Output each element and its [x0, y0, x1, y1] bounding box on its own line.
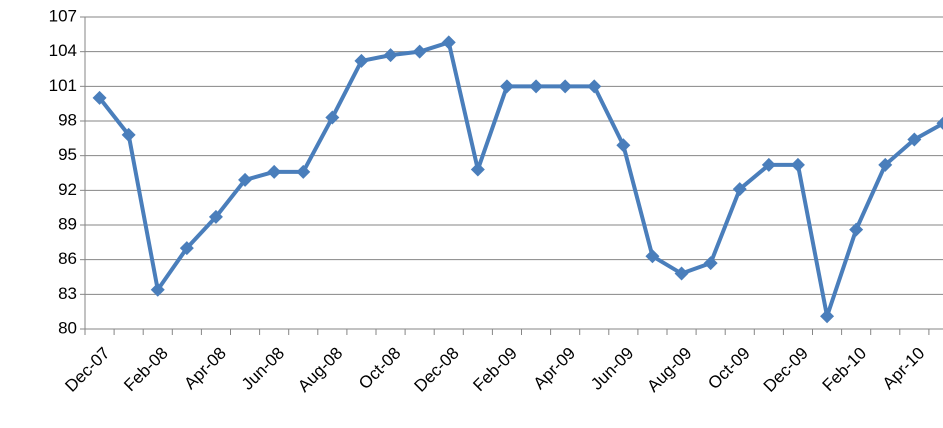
x-tick-label: Aug-08 [294, 344, 346, 396]
x-tick-label: Feb-09 [469, 344, 521, 396]
marker [150, 282, 165, 297]
x-tick-label: Apr-10 [879, 344, 929, 394]
marker [849, 222, 864, 237]
marker [732, 182, 747, 197]
marker [179, 241, 194, 256]
y-tick-label: 86 [58, 249, 77, 268]
marker [92, 90, 107, 105]
marker [412, 44, 427, 59]
x-tick-label: Aug-09 [643, 344, 695, 396]
x-tick-label: Oct-08 [355, 344, 405, 394]
marker [296, 164, 311, 179]
x-tick-label: Dec-08 [411, 344, 463, 396]
marker [354, 53, 369, 68]
x-tick-label: Apr-08 [180, 344, 230, 394]
marker [616, 138, 631, 153]
x-tick-label: Oct-09 [704, 344, 754, 394]
y-tick-label: 89 [58, 214, 77, 233]
y-tick-label: 83 [58, 284, 77, 303]
marker [470, 162, 485, 177]
marker [441, 35, 456, 50]
marker [529, 79, 544, 94]
marker [587, 79, 602, 94]
marker [703, 256, 718, 271]
marker [121, 127, 136, 142]
x-tick-label: Feb-08 [120, 344, 172, 396]
marker [208, 209, 223, 224]
marker [878, 157, 893, 172]
y-tick-label: 95 [58, 145, 77, 164]
x-tick-label: Jun-08 [238, 344, 288, 394]
y-tick-label: 92 [58, 180, 77, 199]
series-line [97, 40, 943, 319]
marker [674, 266, 689, 281]
marker [238, 172, 253, 187]
y-tick-label: 107 [49, 6, 77, 25]
x-tick-label: Apr-09 [530, 344, 580, 394]
x-tick-label: Jun-09 [587, 344, 637, 394]
marker [499, 79, 514, 94]
marker [907, 132, 922, 147]
x-tick-label: Dec-09 [760, 344, 812, 396]
x-tick-label: Feb-10 [819, 344, 871, 396]
y-tick-label: 104 [49, 41, 77, 60]
marker [761, 157, 776, 172]
y-tick-label: 80 [58, 318, 77, 337]
marker [645, 249, 660, 264]
marker [558, 79, 573, 94]
y-tick-label: 101 [49, 76, 77, 95]
marker [790, 157, 805, 172]
marker [820, 309, 835, 324]
marker [267, 164, 282, 179]
y-tick-label: 98 [58, 110, 77, 129]
x-tick-label: Dec-07 [61, 344, 113, 396]
marker [325, 110, 340, 125]
marker [383, 48, 398, 63]
marker [936, 116, 943, 130]
